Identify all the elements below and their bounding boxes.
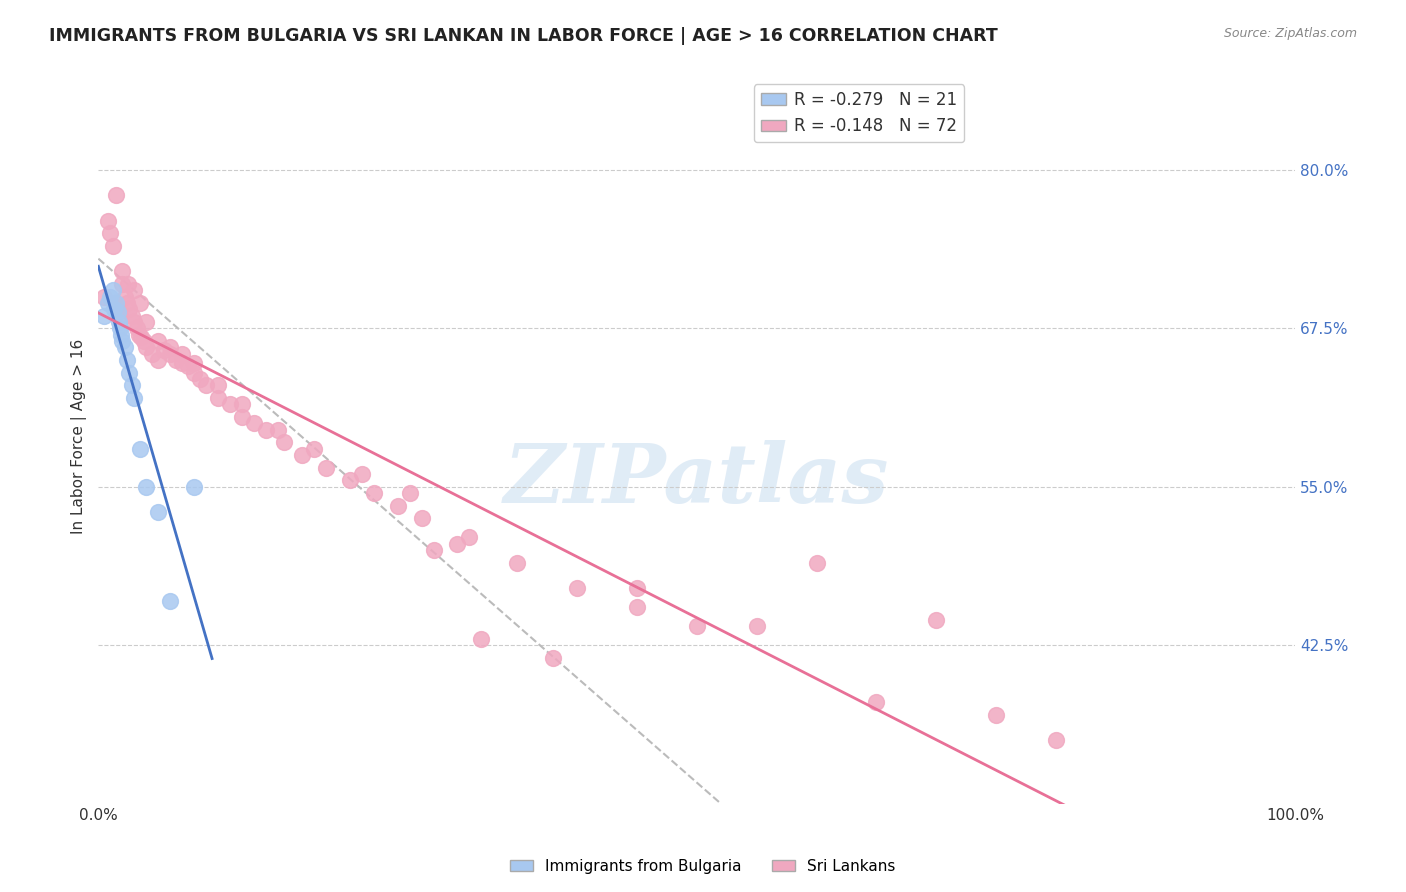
Point xyxy=(273,435,295,450)
Point xyxy=(107,302,129,317)
Point xyxy=(422,543,444,558)
Point xyxy=(363,486,385,500)
Point xyxy=(243,417,266,431)
Point xyxy=(165,353,187,368)
Point xyxy=(135,480,157,494)
Point xyxy=(159,347,181,361)
Point xyxy=(339,474,361,488)
Legend: Immigrants from Bulgaria, Sri Lankans: Immigrants from Bulgaria, Sri Lankans xyxy=(503,853,903,880)
Point xyxy=(97,213,120,227)
Point xyxy=(195,378,218,392)
Point xyxy=(132,334,155,348)
Point xyxy=(541,651,564,665)
Point xyxy=(865,695,887,709)
Text: Source: ZipAtlas.com: Source: ZipAtlas.com xyxy=(1223,27,1357,40)
Text: ZIPatlas: ZIPatlas xyxy=(505,440,890,520)
Point xyxy=(129,442,152,456)
Point xyxy=(231,397,253,411)
Point xyxy=(118,302,141,317)
Point xyxy=(153,343,176,357)
Point xyxy=(986,707,1008,722)
Point xyxy=(567,581,589,595)
Point xyxy=(470,632,492,646)
Point xyxy=(98,290,121,304)
Point xyxy=(111,264,134,278)
Point xyxy=(118,366,141,380)
Point xyxy=(1045,733,1067,747)
Point xyxy=(446,537,468,551)
Point xyxy=(398,486,420,500)
Point xyxy=(148,334,170,348)
Point xyxy=(177,359,200,374)
Point xyxy=(172,347,194,361)
Point xyxy=(122,315,145,329)
Point xyxy=(411,511,433,525)
Point xyxy=(93,290,115,304)
Point xyxy=(107,315,129,329)
Point xyxy=(686,619,709,633)
Point xyxy=(125,321,148,335)
Point xyxy=(350,467,373,481)
Point xyxy=(128,327,150,342)
Point xyxy=(267,423,290,437)
Point xyxy=(219,397,242,411)
Point xyxy=(122,283,145,297)
Point xyxy=(98,227,121,241)
Point xyxy=(188,372,211,386)
Point xyxy=(135,340,157,354)
Point xyxy=(103,302,125,317)
Point xyxy=(129,296,152,310)
Point xyxy=(207,391,229,405)
Point xyxy=(925,613,948,627)
Point xyxy=(745,619,768,633)
Point xyxy=(108,321,131,335)
Point xyxy=(183,355,205,369)
Point xyxy=(231,410,253,425)
Point xyxy=(315,460,337,475)
Point xyxy=(117,277,139,291)
Point xyxy=(115,296,138,310)
Point xyxy=(108,309,131,323)
Point xyxy=(159,340,181,354)
Legend: R = -0.279   N = 21, R = -0.148   N = 72: R = -0.279 N = 21, R = -0.148 N = 72 xyxy=(754,84,965,142)
Point xyxy=(291,448,314,462)
Point xyxy=(101,239,124,253)
Point xyxy=(141,347,163,361)
Point xyxy=(148,505,170,519)
Point xyxy=(159,594,181,608)
Point xyxy=(172,355,194,369)
Point xyxy=(111,334,134,348)
Point xyxy=(506,556,529,570)
Point xyxy=(105,188,128,202)
Point xyxy=(111,277,134,291)
Point xyxy=(183,480,205,494)
Point xyxy=(115,353,138,368)
Text: IMMIGRANTS FROM BULGARIA VS SRI LANKAN IN LABOR FORCE | AGE > 16 CORRELATION CHA: IMMIGRANTS FROM BULGARIA VS SRI LANKAN I… xyxy=(49,27,998,45)
Point xyxy=(207,378,229,392)
Point xyxy=(110,327,132,342)
Point xyxy=(183,366,205,380)
Point xyxy=(97,296,120,310)
Point xyxy=(626,581,648,595)
Point xyxy=(104,296,127,310)
Point xyxy=(458,531,481,545)
Point xyxy=(93,309,115,323)
Point xyxy=(114,290,136,304)
Point xyxy=(122,391,145,405)
Y-axis label: In Labor Force | Age > 16: In Labor Force | Age > 16 xyxy=(72,338,87,533)
Point xyxy=(148,353,170,368)
Point xyxy=(626,600,648,615)
Point xyxy=(121,378,143,392)
Point xyxy=(105,296,128,310)
Point xyxy=(121,309,143,323)
Point xyxy=(101,283,124,297)
Point xyxy=(387,499,409,513)
Point xyxy=(135,315,157,329)
Point xyxy=(302,442,325,456)
Point xyxy=(254,423,277,437)
Point xyxy=(114,340,136,354)
Point xyxy=(131,330,153,344)
Point xyxy=(107,305,129,319)
Point xyxy=(806,556,828,570)
